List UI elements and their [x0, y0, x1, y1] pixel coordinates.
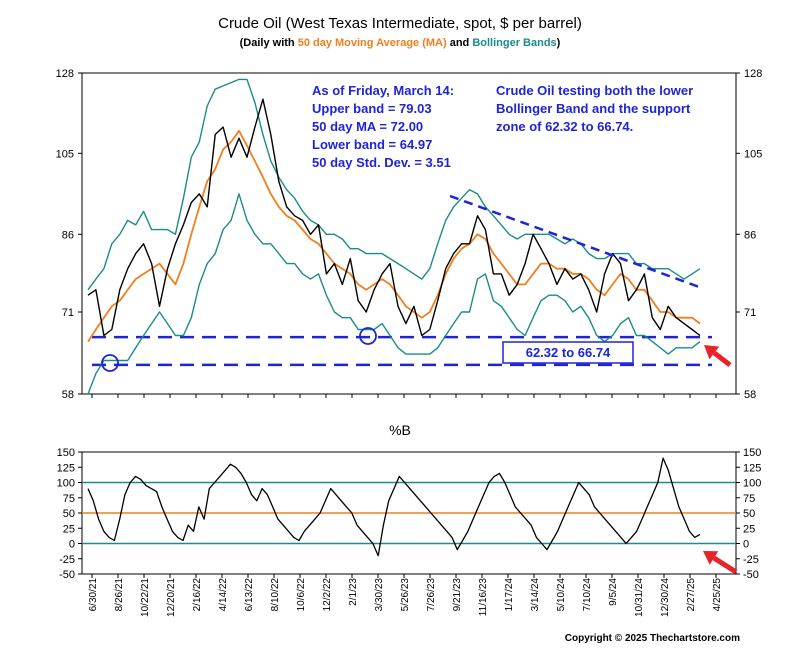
percent-b-arrow-head: [703, 551, 719, 565]
date-tick-label: 9/21/23: [452, 578, 463, 612]
y-tick-label-left: 105: [56, 148, 74, 160]
support-touch-circle: [101, 354, 119, 372]
date-tick-label: 5/26/23: [400, 578, 411, 612]
subtitle-prefix: (Daily with: [240, 37, 298, 49]
y-tick-label-left: 71: [62, 307, 74, 319]
percent-b-tick-label-left: 25: [63, 523, 75, 535]
percent-b-tick-label-left: 75: [63, 493, 75, 505]
note-line-3: zone of 62.32 to 66.74.: [496, 119, 633, 134]
date-tick-label: 7/10/24: [582, 578, 593, 612]
percent-b-tick-label-left: 150: [57, 447, 75, 459]
chart-title: Crude Oil (West Texas Intermediate, spot…: [218, 15, 582, 32]
percent-b-tick-label-right: 75: [743, 493, 755, 505]
percent-b-tick-label-left: -25: [59, 554, 75, 566]
date-tick-label: 3/30/23: [374, 578, 385, 612]
date-tick-label: 2/1/23: [348, 578, 359, 606]
percent-b-tick-label-right: 100: [743, 478, 761, 490]
percent-b-tick-label-right: 0: [743, 539, 749, 551]
date-tick-label: 7/26/23: [426, 578, 437, 612]
date-tick-label: 8/10/22: [270, 578, 281, 612]
date-tick-label: 5/10/24: [556, 578, 567, 612]
date-tick-label: 2/27/25: [686, 578, 697, 612]
percent-b-tick-label-right: -50: [743, 569, 759, 581]
y-tick-label-right: 71: [744, 307, 756, 319]
percent-b-tick-label-right: 125: [743, 462, 761, 474]
upper-bollinger-band: [87, 78, 701, 291]
date-tick-label: 10/31/24: [634, 578, 645, 617]
y-tick-label-left: 128: [56, 68, 74, 80]
support-touch-circle: [359, 327, 377, 345]
support-zone-label: 62.32 to 66.74: [502, 341, 634, 364]
moving-average-line: [87, 129, 701, 343]
y-tick-label-right: 86: [744, 229, 756, 241]
date-tick-label: 1/17/24: [504, 578, 515, 612]
date-tick-label: 11/16/23: [478, 578, 489, 617]
main-arrow-shaft: [712, 350, 732, 367]
main-arrow-head: [704, 345, 720, 360]
stats-line-5: 50 day Std. Dev. = 3.51: [312, 155, 451, 170]
percent-b-arrow-shaft: [712, 555, 738, 575]
date-tick-label: 8/26/21: [114, 578, 125, 612]
percent-b-tick-label-right: -25: [743, 554, 759, 566]
y-tick-label-right: 58: [744, 389, 756, 401]
date-tick-label: 4/14/22: [218, 578, 229, 612]
subtitle-suffix: ): [557, 37, 561, 49]
subtitle-mid: and: [447, 37, 473, 49]
note-line-2: Bollinger Band and the support: [496, 101, 691, 116]
percent-b-tick-label-right: 50: [743, 508, 755, 520]
y-tick-label-left: 58: [62, 389, 74, 401]
date-tick-label: 6/30/21: [88, 578, 99, 612]
lower-bollinger-band: [87, 193, 701, 395]
chart-subtitle: (Daily with 50 day Moving Average (MA) a…: [240, 37, 561, 49]
y-tick-label-right: 128: [744, 68, 762, 80]
note-line-1: Crude Oil testing both the lower: [496, 83, 693, 98]
subtitle-bb: Bollinger Bands: [472, 37, 556, 49]
percent-b-tick-label-right: 150: [743, 447, 761, 459]
stats-line-4: Lower band = 64.97: [312, 137, 432, 152]
date-tick-label: 12/20/21: [166, 578, 177, 617]
y-tick-label-left: 86: [62, 229, 74, 241]
percent-b-title: %B: [389, 422, 411, 438]
copyright: Copyright © 2025 Thechartstore.com: [565, 633, 740, 644]
main-plot-frame: [81, 72, 737, 395]
date-tick-label: 4/25/25: [712, 578, 723, 612]
support-zone-text: 62.32 to 66.74: [526, 345, 611, 360]
percent-b-tick-label-right: 25: [743, 523, 755, 535]
percent-b-tick-label-left: -50: [59, 569, 75, 581]
subtitle-ma: 50 day Moving Average (MA): [298, 37, 447, 49]
percent-b-tick-label-left: 100: [57, 478, 75, 490]
date-tick-label: 6/13/22: [244, 578, 255, 612]
date-tick-label: 2/16/22: [192, 578, 203, 612]
stats-annotation: As of Friday, March 14: Upper band = 79.…: [312, 83, 454, 170]
date-tick-label: 9/5/24: [608, 578, 619, 606]
date-tick-label: 12/2/22: [322, 578, 333, 612]
date-tick-label: 12/30/24: [660, 578, 671, 617]
percent-b-line: [87, 457, 701, 557]
percent-b-tick-label-left: 0: [69, 539, 75, 551]
percent-b-tick-label-left: 125: [57, 462, 75, 474]
date-tick-label: 3/14/24: [530, 578, 541, 612]
y-tick-label-right: 105: [744, 148, 762, 160]
note-annotation: Crude Oil testing both the lower Bolling…: [496, 83, 693, 134]
percent-b-tick-label-left: 50: [63, 508, 75, 520]
stats-line-2: Upper band = 79.03: [312, 101, 432, 116]
date-tick-label: 10/6/22: [296, 578, 307, 612]
date-tick-label: 10/22/21: [140, 578, 151, 617]
price-line: [87, 98, 701, 337]
support-zone-box: [502, 341, 634, 364]
stats-line-3: 50 day MA = 72.00: [312, 119, 423, 134]
stats-line-1: As of Friday, March 14:: [312, 83, 454, 98]
